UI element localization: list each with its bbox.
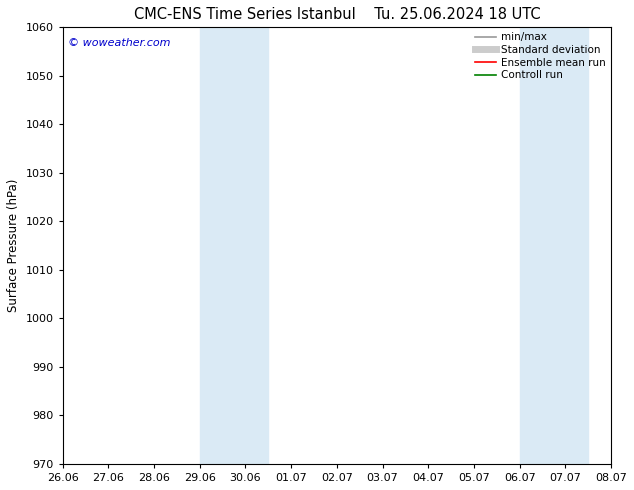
Bar [520, 27, 588, 464]
Bar [200, 27, 268, 464]
Title: CMC-ENS Time Series Istanbul    Tu. 25.06.2024 18 UTC: CMC-ENS Time Series Istanbul Tu. 25.06.2… [134, 7, 540, 22]
Text: © woweather.com: © woweather.com [68, 38, 171, 48]
Y-axis label: Surface Pressure (hPa): Surface Pressure (hPa) [7, 179, 20, 312]
Legend: min/max, Standard deviation, Ensemble mean run, Controll run: min/max, Standard deviation, Ensemble me… [473, 30, 608, 82]
